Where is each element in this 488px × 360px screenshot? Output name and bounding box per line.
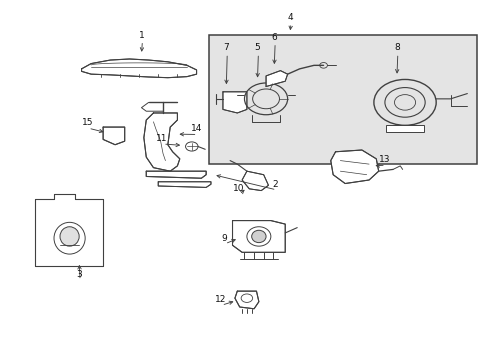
Ellipse shape [251, 230, 265, 243]
Text: 7: 7 [223, 43, 229, 52]
Polygon shape [143, 113, 180, 171]
Text: 14: 14 [190, 125, 202, 134]
Polygon shape [234, 291, 258, 309]
Polygon shape [158, 182, 210, 188]
Polygon shape [35, 194, 103, 266]
Ellipse shape [60, 227, 79, 246]
Text: 4: 4 [286, 13, 292, 22]
Polygon shape [232, 221, 285, 252]
Polygon shape [330, 150, 378, 184]
Text: 9: 9 [221, 234, 226, 243]
Text: 3: 3 [76, 270, 82, 279]
Text: 15: 15 [81, 118, 93, 127]
Text: 12: 12 [214, 295, 226, 304]
Text: 13: 13 [378, 155, 390, 164]
Ellipse shape [246, 227, 270, 246]
Text: 2: 2 [272, 180, 278, 189]
Polygon shape [242, 171, 268, 190]
Text: 11: 11 [156, 134, 167, 143]
Polygon shape [265, 71, 287, 86]
Polygon shape [146, 171, 206, 178]
Text: 5: 5 [254, 43, 260, 52]
Polygon shape [223, 92, 246, 113]
Ellipse shape [54, 222, 85, 254]
Bar [208, 35, 476, 164]
Text: 1: 1 [138, 31, 144, 40]
Polygon shape [103, 127, 124, 145]
Text: 8: 8 [393, 43, 399, 52]
Polygon shape [81, 59, 196, 78]
Bar [385, 125, 423, 132]
Text: 6: 6 [271, 33, 277, 42]
Text: 10: 10 [232, 184, 244, 193]
